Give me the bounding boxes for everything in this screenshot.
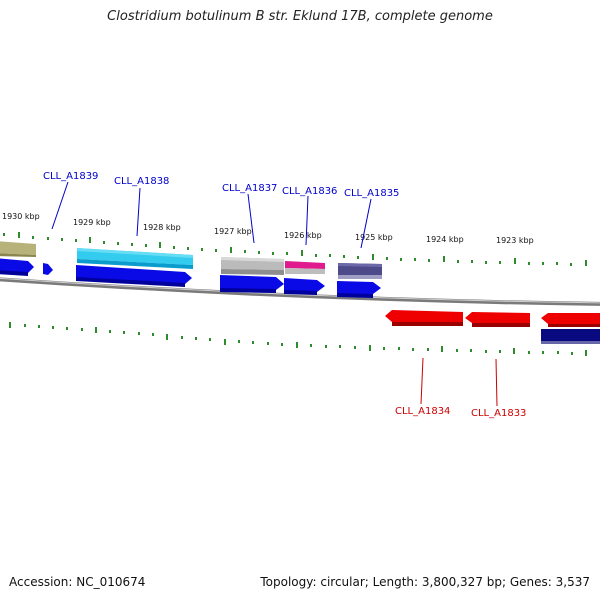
forward-genes [0,258,381,298]
scale-label: 1925 kbp [355,233,393,242]
gene-label-cll-a1835: CLL_A1835 [344,188,399,199]
gene-label-cll-a1836: CLL_A1836 [282,186,337,197]
scale-label: 1924 kbp [426,235,464,244]
gene-labels: CLL_A1839 CLL_A1838 CLL_A1837 CLL_A1836 … [43,171,526,419]
map-title: Clostridium botulinum B str. Eklund 17B,… [107,9,493,24]
reverse-tick-row [9,322,587,356]
scale-label: 1928 kbp [143,223,181,232]
gene-label-cll-a1838: CLL_A1838 [114,176,169,187]
reverse-genes [385,310,600,344]
scale-labels: 1930 kbp 1929 kbp 1928 kbp 1927 kbp 1926… [2,212,534,245]
scale-label: 1923 kbp [496,236,534,245]
scale-label: 1927 kbp [214,227,252,236]
gene-label-cll-a1839: CLL_A1839 [43,171,98,182]
scale-label: 1929 kbp [73,218,111,227]
gene-label-cll-a1833: CLL_A1833 [471,408,526,419]
accession-text: Accession: NC_010674 [9,575,146,589]
feature-track-outer [0,241,382,279]
gene-label-cll-a1834: CLL_A1834 [395,406,450,417]
scale-label: 1926 kbp [284,231,322,240]
label-leaders [51,181,498,407]
forward-tick-row [3,232,587,266]
chromosome-backbone [0,277,600,306]
genome-summary-text: Topology: circular; Length: 3,800,327 bp… [260,575,590,589]
gene-label-cll-a1837: CLL_A1837 [222,183,277,194]
scale-label: 1930 kbp [2,212,40,221]
